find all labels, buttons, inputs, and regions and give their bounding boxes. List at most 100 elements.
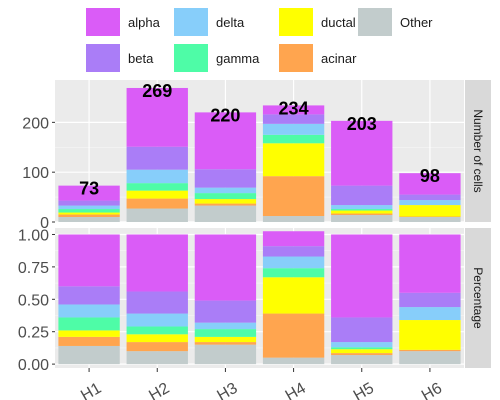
x-tick-label-h2: H2 bbox=[146, 380, 172, 400]
bar-segment-percentage-h6-delta bbox=[399, 307, 461, 321]
legend-label-ductal: ductal bbox=[321, 14, 356, 30]
bar-segment-number-of-cells-h1-delta bbox=[58, 205, 120, 210]
bar-segment-percentage-h5-alpha bbox=[331, 234, 393, 318]
y-tick-label-number-of-cells: 0 bbox=[40, 215, 49, 232]
bar-segment-percentage-h5-gamma bbox=[331, 347, 393, 350]
bar-segment-percentage-h3-beta bbox=[194, 300, 257, 323]
legend-swatch-alpha bbox=[86, 8, 120, 36]
bar-segment-percentage-h2-acinar bbox=[126, 342, 188, 352]
bar-segment-percentage-h5-acinar bbox=[331, 353, 393, 356]
bar-segment-number-of-cells-h5-gamma bbox=[331, 209, 393, 211]
bar-segment-number-of-cells-h3-ductal bbox=[194, 199, 257, 204]
legend-item-acinar: acinar bbox=[279, 44, 356, 72]
bar-segment-percentage-h5-delta bbox=[331, 342, 393, 348]
bar-segment-percentage-h1-delta bbox=[58, 304, 120, 318]
bar-segment-number-of-cells-h6-ductal bbox=[399, 205, 461, 217]
bar-segment-number-of-cells-h2-delta bbox=[126, 169, 188, 184]
bar-segment-number-of-cells-h4-gamma bbox=[262, 134, 325, 144]
bar-segment-number-of-cells-h5-ductal bbox=[331, 210, 393, 214]
bar-segment-number-of-cells-h1-ductal bbox=[58, 212, 120, 215]
legend-swatch-ductal bbox=[279, 8, 313, 36]
facet-strip-percentage bbox=[465, 228, 491, 368]
x-tick-label-h5: H5 bbox=[351, 380, 377, 400]
bar-segment-percentage-h3-ductal bbox=[194, 336, 257, 343]
bar-segment-percentage-h3-alpha bbox=[194, 234, 257, 301]
bar-segment-percentage-h6-other bbox=[399, 351, 461, 365]
legend-label-other: Other bbox=[400, 14, 433, 30]
chart-legend: alpha beta delta gamma ductal acinar Oth… bbox=[86, 8, 466, 74]
y-tick-label-number-of-cells: 100 bbox=[22, 165, 49, 182]
total-label-h5: 203 bbox=[347, 114, 377, 134]
bar-segment-percentage-h4-beta bbox=[262, 246, 325, 257]
bar-segment-number-of-cells-h2-beta bbox=[126, 146, 188, 170]
bar-segment-percentage-h3-gamma bbox=[194, 329, 257, 337]
bar-segment-percentage-h6-acinar bbox=[399, 349, 461, 352]
bar-segment-number-of-cells-h5-acinar bbox=[331, 213, 393, 216]
y-tick-label-percentage: 0.25 bbox=[18, 325, 49, 342]
y-tick-label-number-of-cells: 200 bbox=[22, 115, 49, 132]
y-tick-label-percentage: 0.75 bbox=[18, 260, 49, 277]
y-tick-label-percentage: 1.00 bbox=[18, 227, 49, 244]
x-tick-label-h3: H3 bbox=[214, 380, 240, 400]
bar-segment-percentage-h3-other bbox=[194, 344, 257, 365]
legend-label-alpha: alpha bbox=[128, 14, 160, 30]
y-tick-label-percentage: 0.00 bbox=[18, 357, 49, 374]
bar-segment-number-of-cells-h2-ductal bbox=[126, 190, 188, 199]
bar-segment-percentage-h2-delta bbox=[126, 313, 188, 327]
bar-segment-percentage-h2-beta bbox=[126, 291, 188, 314]
bar-segment-percentage-h1-alpha bbox=[58, 234, 120, 287]
facet-strip-number-of-cells bbox=[465, 80, 491, 222]
bar-segment-number-of-cells-h6-other bbox=[399, 217, 461, 222]
bar-segment-percentage-h1-gamma bbox=[58, 317, 120, 331]
bar-segment-number-of-cells-h3-gamma bbox=[194, 193, 257, 200]
facet-strip-label-number-of-cells: Number of cells bbox=[471, 109, 485, 192]
legend-swatch-acinar bbox=[279, 44, 313, 72]
bar-segment-percentage-h2-ductal bbox=[126, 334, 188, 343]
bar-segment-number-of-cells-h1-beta bbox=[58, 200, 120, 206]
total-label-h2: 269 bbox=[142, 81, 172, 101]
bar-segment-number-of-cells-h2-alpha bbox=[126, 87, 188, 147]
bar-segment-number-of-cells-h5-other bbox=[331, 215, 393, 222]
bar-segment-number-of-cells-h4-other bbox=[262, 216, 325, 222]
bar-segment-percentage-h1-beta bbox=[58, 286, 120, 305]
total-label-h3: 220 bbox=[210, 105, 240, 125]
legend-swatch-other bbox=[358, 8, 392, 36]
bar-segment-percentage-h2-gamma bbox=[126, 326, 188, 335]
panel-background-percentage bbox=[55, 228, 464, 368]
bar-segment-number-of-cells-h6-alpha bbox=[399, 173, 461, 195]
legend-item-other: Other bbox=[358, 8, 433, 36]
bar-segment-percentage-h6-alpha bbox=[399, 234, 461, 293]
bar-segment-number-of-cells-h5-delta bbox=[331, 205, 393, 210]
bar-segment-number-of-cells-h3-beta bbox=[194, 169, 257, 188]
bar-segment-number-of-cells-h4-alpha bbox=[262, 105, 325, 115]
bar-segment-percentage-h2-alpha bbox=[126, 234, 188, 292]
bar-segment-number-of-cells-h4-delta bbox=[262, 123, 325, 135]
total-label-h1: 73 bbox=[79, 179, 99, 199]
bar-segment-percentage-h4-ductal bbox=[262, 277, 325, 314]
bar-segment-percentage-h1-acinar bbox=[58, 336, 120, 346]
bar-segment-number-of-cells-h1-acinar bbox=[58, 214, 120, 218]
bar-segment-number-of-cells-h3-acinar bbox=[194, 203, 257, 206]
bar-segment-percentage-h4-gamma bbox=[262, 268, 325, 278]
total-label-h6: 98 bbox=[420, 166, 440, 186]
bar-segment-percentage-h3-delta bbox=[194, 322, 257, 330]
bar-segment-percentage-h6-beta bbox=[399, 292, 461, 308]
bar-segment-percentage-h5-other bbox=[331, 355, 393, 365]
bar-segment-number-of-cells-h3-delta bbox=[194, 187, 257, 194]
facet-strip-label-percentage: Percentage bbox=[471, 267, 485, 329]
x-tick-label-h1: H1 bbox=[78, 380, 104, 400]
legend-label-acinar: acinar bbox=[321, 50, 357, 66]
bar-segment-number-of-cells-h2-gamma bbox=[126, 183, 188, 191]
bar-segment-number-of-cells-h1-gamma bbox=[58, 209, 120, 213]
bar-segment-number-of-cells-h5-beta bbox=[331, 185, 393, 206]
bar-segment-number-of-cells-h4-ductal bbox=[262, 143, 325, 177]
legend-item-ductal: ductal bbox=[279, 8, 356, 36]
panel-background-number-of-cells bbox=[55, 80, 464, 222]
bar-segment-percentage-h5-beta bbox=[331, 317, 393, 343]
bar-segment-percentage-h6-ductal bbox=[399, 320, 461, 350]
x-tick-label-h6: H6 bbox=[419, 380, 445, 400]
bar-segment-number-of-cells-h5-alpha bbox=[331, 120, 393, 186]
legend-label-beta: beta bbox=[128, 50, 154, 66]
legend-label-gamma: gamma bbox=[216, 50, 260, 66]
